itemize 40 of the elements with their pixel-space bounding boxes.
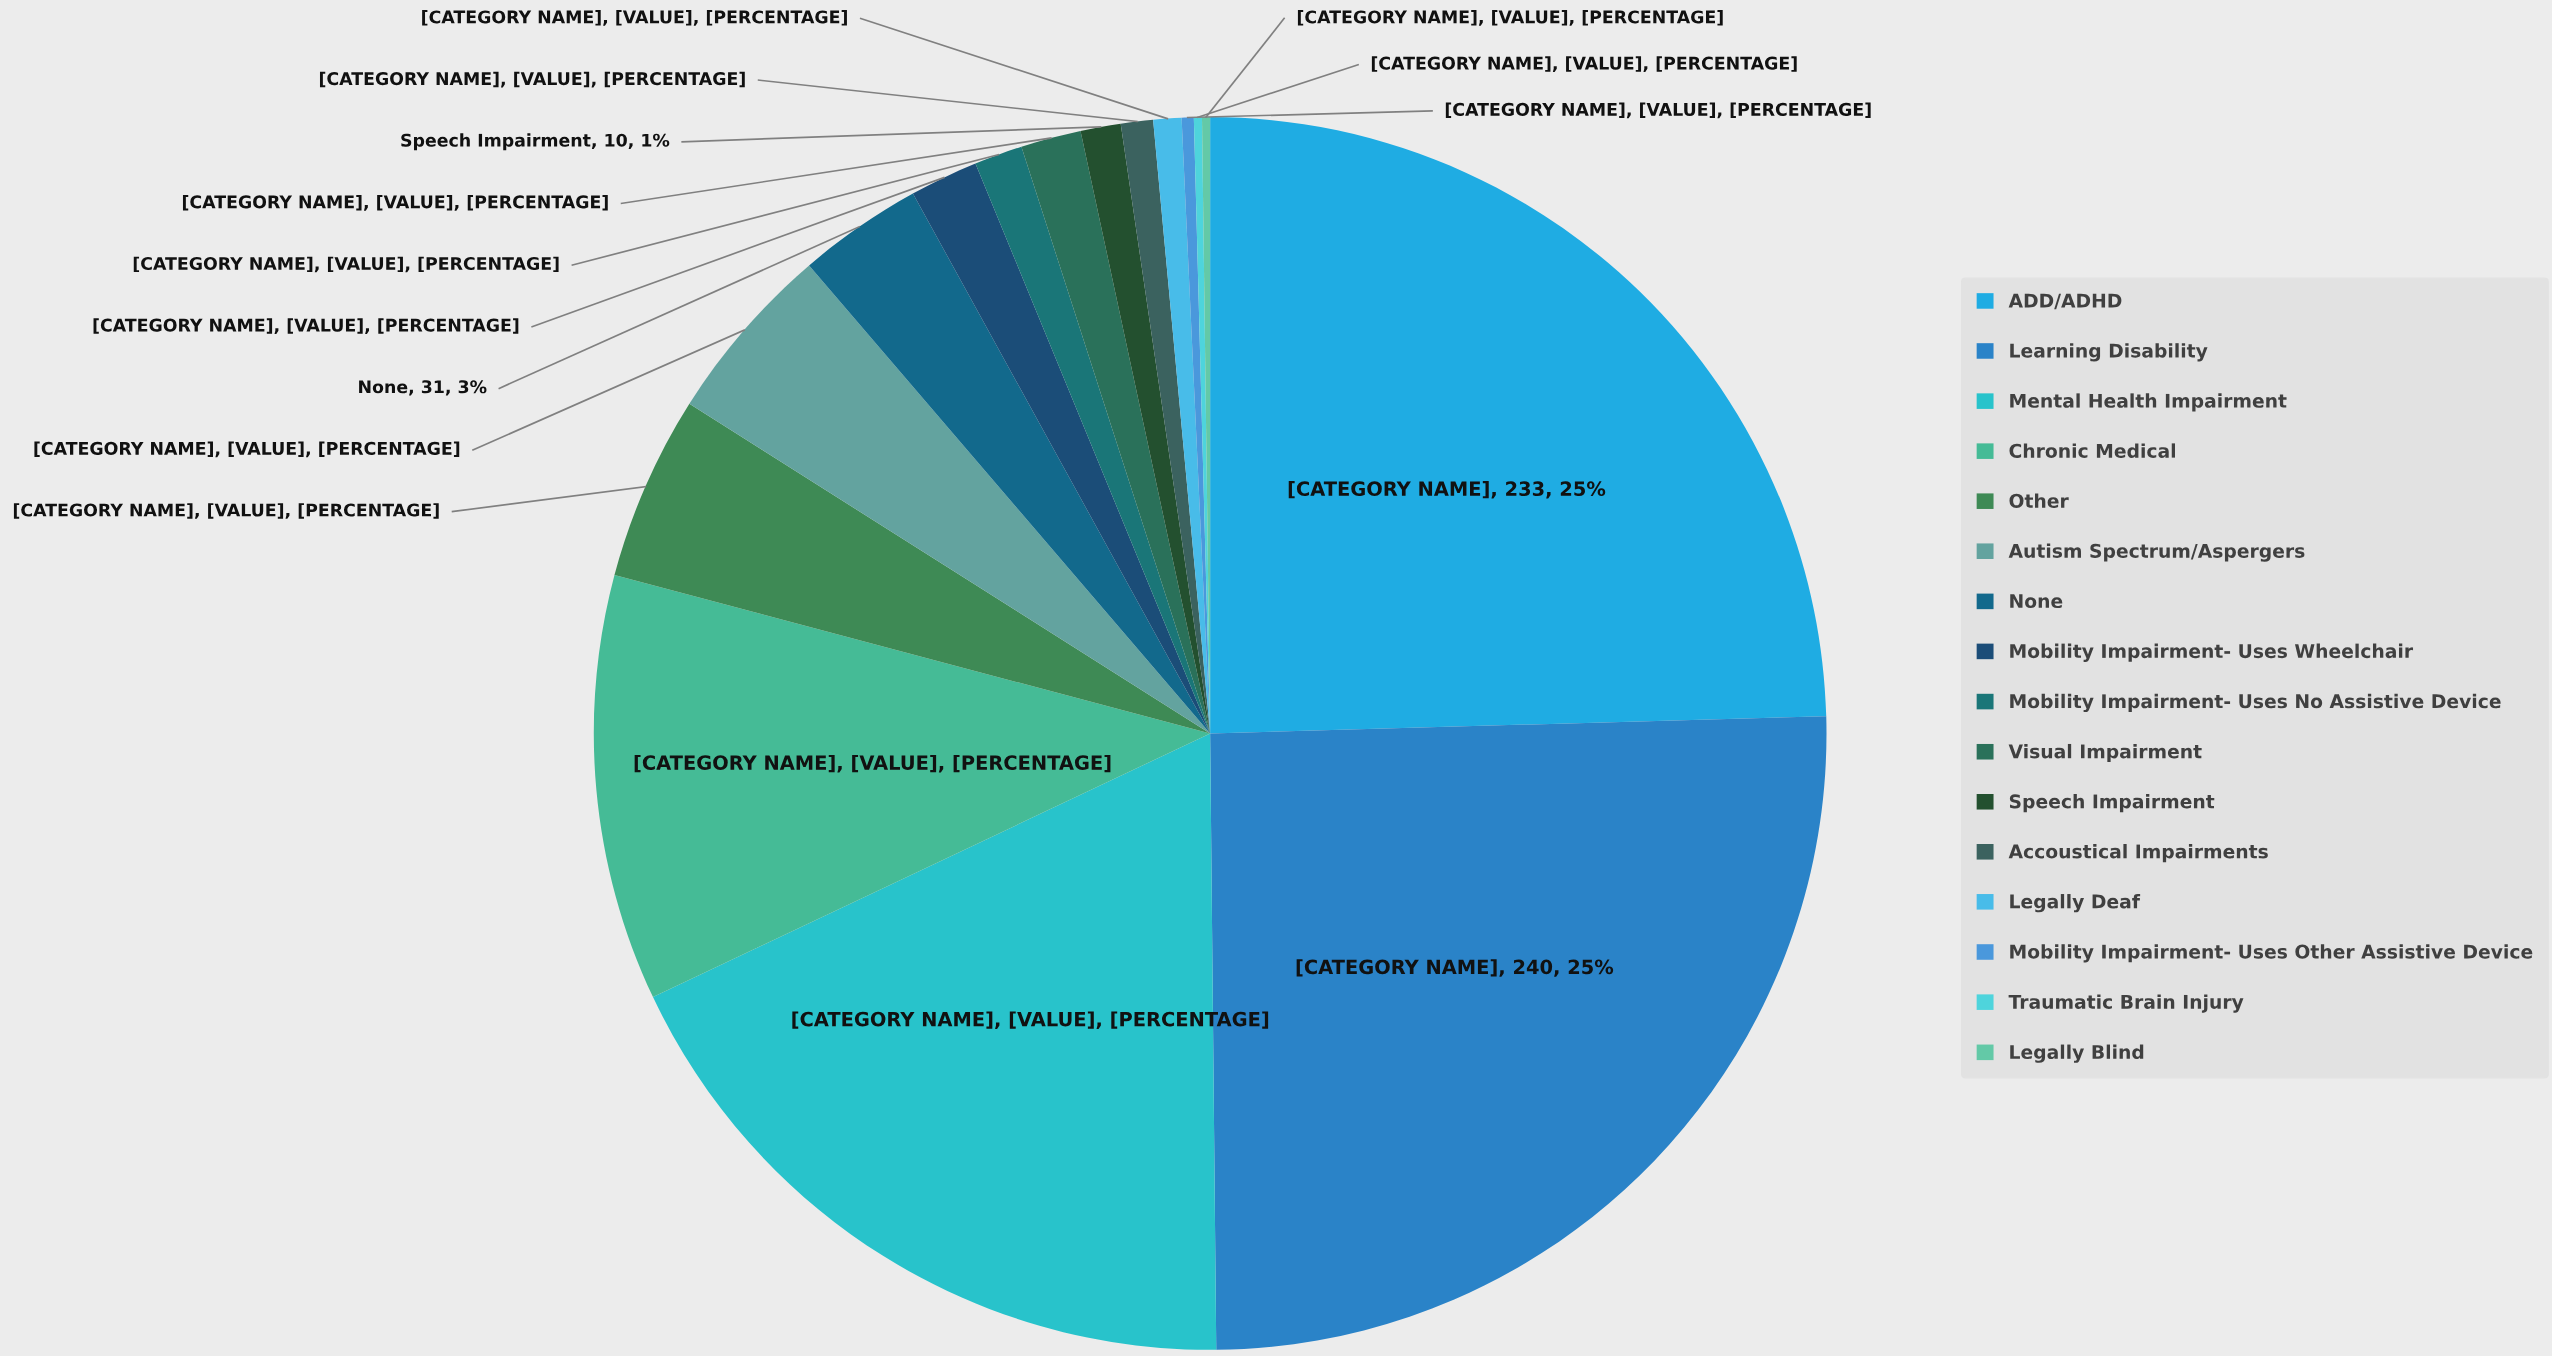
legend-label: Autism Spectrum/Aspergers — [2008, 543, 2305, 562]
pie-slice — [593, 575, 1211, 998]
legend-label: Learning Disability — [2010, 343, 2208, 362]
data-label: [CATEGORY NAME], [VALUE], [PERCENTAGE] — [13, 503, 439, 519]
legend-label: Visual Impairment — [2008, 743, 2202, 763]
legend-label: Speech Impairment — [2009, 793, 2215, 813]
pie-slice — [912, 163, 1211, 734]
pie-slice — [614, 403, 1211, 734]
legend-label: Accoustical Impairments — [2008, 844, 2268, 863]
data-label: None, 31, 3% — [359, 380, 487, 396]
data-label: [CATEGORY NAME], [VALUE], [PERCENTAGE] — [34, 441, 460, 458]
data-label: [CATEGORY NAME], 233, 25% — [1288, 481, 1606, 499]
data-label: [CATEGORY NAME], [VALUE], [PERCENTAGE] — [1445, 102, 1871, 119]
data-label: [CATEGORY NAME], [VALUE], [PERCENTAGE] — [1297, 10, 1723, 26]
data-label: Speech Impairment, 10, 1% — [401, 133, 670, 151]
data-label: [CATEGORY NAME], 240, 25% — [1296, 959, 1614, 977]
legend-label: Chronic Medical — [2009, 443, 2176, 458]
legend-label: Mental Health Impairment — [2010, 393, 2287, 412]
data-label: [CATEGORY NAME], [VALUE], [PERCENTAGE] — [93, 318, 519, 334]
data-label: [CATEGORY NAME], [VALUE], [PERCENTAGE] — [634, 754, 1111, 773]
legend-label: Legally Blind — [2010, 1044, 2144, 1063]
legend-label: Mobility Impairment- Uses Wheelchair — [2010, 643, 2414, 662]
legend-label: Other — [2009, 493, 2069, 508]
legend-label: Mobility Impairment- Uses Other Assistive Device — [2010, 944, 2533, 963]
data-label: [CATEGORY NAME], [VALUE], [PERCENTAGE] — [1371, 56, 1797, 72]
legend-label: Mobility Impairment- Uses No Assistive Device — [2010, 693, 2501, 713]
legend-label: Traumatic Brain Injury — [2008, 994, 2244, 1013]
pie-slice — [975, 146, 1211, 734]
legend-label: Legally Deaf — [2010, 894, 2141, 913]
data-label: [CATEGORY NAME], [VALUE], [PERCENTAGE] — [182, 195, 608, 211]
pie-slice — [809, 193, 1211, 734]
pie-slice — [1080, 123, 1211, 734]
data-label: [CATEGORY NAME], [VALUE], [PERCENTAGE] — [422, 10, 847, 26]
data-label: [CATEGORY NAME], [VALUE], [PERCENTAGE] — [319, 71, 745, 88]
data-label: [CATEGORY NAME], [VALUE], [PERCENTAGE] — [792, 1011, 1269, 1029]
legend-label: ADD/ADHD — [2008, 293, 2122, 310]
data-label: [CATEGORY NAME], [VALUE], [PERCENTAGE] — [133, 256, 559, 273]
pie-slice — [689, 265, 1211, 734]
legend-label: None — [2010, 594, 2063, 609]
pie-slice — [1210, 117, 1827, 734]
